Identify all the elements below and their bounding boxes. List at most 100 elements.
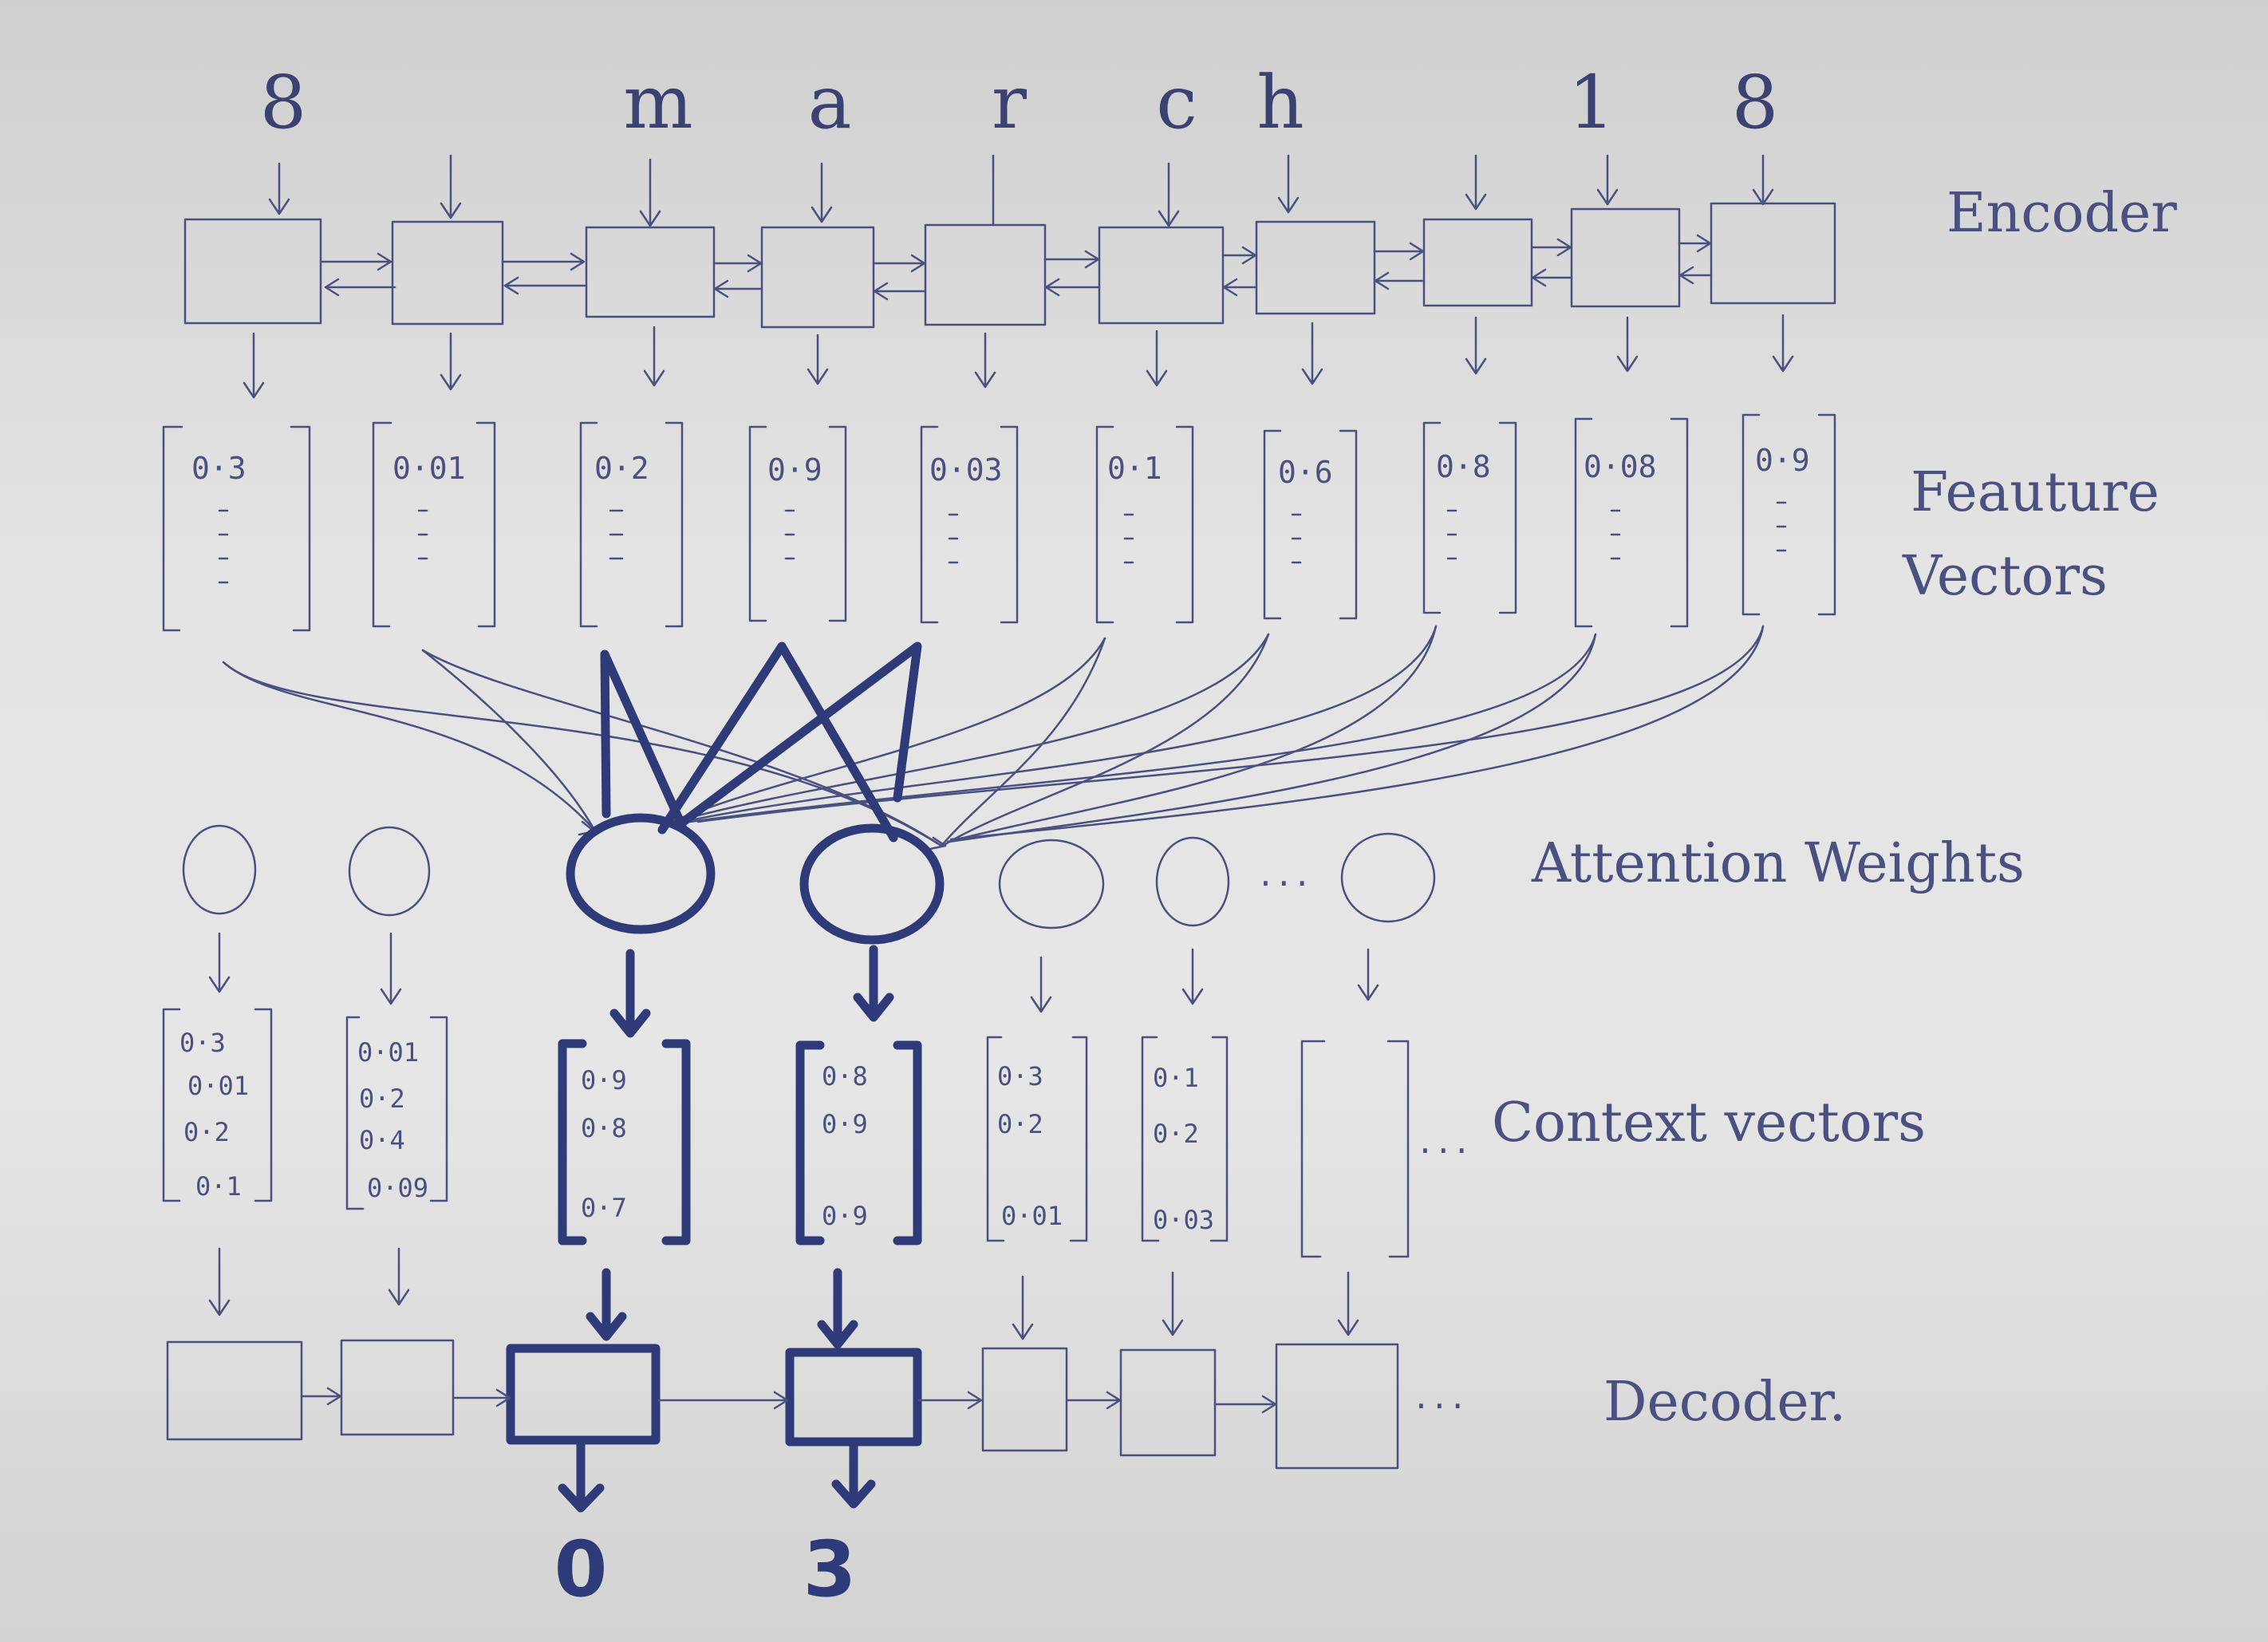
decoder-label: Decoder. (1603, 1371, 1846, 1434)
decoder-cell-bold (785, 1348, 922, 1447)
input-char: 8 (260, 60, 307, 145)
decoder-arrows (300, 1387, 1277, 1414)
decoder-cell (1275, 1343, 1399, 1470)
context-vector: 0·3 0·01 0·2 0·1 (162, 1008, 273, 1202)
encoder-cell (1255, 220, 1376, 315)
context-vector-bold: 0·9 0·8 0·7 (558, 1039, 691, 1245)
attention-weight-circle (998, 839, 1105, 930)
feature-vector: 0·03 (920, 425, 1019, 624)
attention-weight-circle (1155, 836, 1230, 927)
input-char: c (1156, 60, 1197, 145)
feature-vector: 0·9 (1741, 413, 1836, 616)
context-value: 0·9 (822, 1201, 868, 1231)
feature-vectors-label-line2: Vectors (1902, 545, 2108, 608)
context-vectors: 0·3 0·01 0·2 0·1 0·01 0·2 0·4 0·09 0·9 0… (162, 1008, 1471, 1258)
feature-value: 0·6 (1278, 455, 1333, 490)
input-char: r (992, 60, 1027, 145)
context-value: 0·2 (183, 1117, 230, 1147)
decoder-output: 0 (554, 1525, 608, 1614)
context-value: 0·4 (359, 1125, 405, 1155)
context-value: 0·2 (997, 1109, 1043, 1139)
context-vector: 0·01 0·2 0·4 0·09 (345, 1016, 448, 1210)
input-char: m (623, 60, 692, 145)
encoder-cell (1570, 207, 1681, 308)
decoder-cell (981, 1347, 1068, 1452)
context-value: 0·3 (179, 1028, 226, 1058)
feature-vector: 0·2 (579, 421, 684, 628)
context-to-decoder-arrows (208, 1247, 1359, 1349)
context-value: 0·7 (581, 1193, 627, 1223)
attention-weights: ... (182, 813, 1436, 945)
encoder-cell (924, 223, 1047, 326)
decoder-output: 3 (803, 1525, 857, 1614)
attention-weight-circle (182, 824, 257, 915)
decoder-cell-bold (506, 1344, 661, 1445)
decoder-cell (340, 1339, 455, 1436)
context-vectors-label: Context vectors (1492, 1091, 1926, 1155)
ellipsis: ... (1412, 1380, 1467, 1415)
context-value: 0·9 (822, 1109, 868, 1139)
feature-value: 0·03 (929, 452, 1003, 487)
context-value: 0·09 (367, 1173, 428, 1203)
feature-value: 0·9 (767, 452, 822, 487)
feature-value: 0·8 (1436, 449, 1491, 484)
feature-value: 0·3 (191, 451, 247, 486)
encoder-cell (1710, 202, 1836, 305)
context-value: 0·2 (1153, 1119, 1199, 1149)
attention-connections (222, 625, 1765, 851)
feature-vector: 0·1 (1095, 425, 1194, 624)
context-value: 0·01 (1001, 1201, 1063, 1231)
decoder-output-arrows (558, 1439, 876, 1513)
context-value: 0·1 (1153, 1063, 1199, 1093)
feature-value: 0·01 (392, 451, 466, 486)
feature-value: 0·9 (1755, 443, 1810, 478)
context-vector: 0·1 0·2 0·03 (1141, 1036, 1229, 1242)
encoder-cell (1422, 218, 1533, 307)
context-value: 0·8 (822, 1061, 868, 1091)
encoder-boxes (183, 202, 1836, 329)
feature-value: 0·08 (1584, 449, 1657, 484)
input-char: 1 (1568, 60, 1615, 145)
decoder-cell (1119, 1348, 1217, 1457)
context-vector-bold: 0·8 0·9 0·9 (795, 1040, 922, 1245)
feature-vector: 0·08 (1574, 417, 1689, 628)
feature-vectors: 0·3 0·01 0·2 0·9 0·03 0·1 (162, 413, 1836, 632)
context-value: 0·9 (581, 1065, 627, 1095)
ellipsis: ... (1256, 858, 1311, 893)
context-vector-empty (1300, 1040, 1410, 1258)
attention-weight-circle (1340, 832, 1436, 923)
feature-vectors-label-line1: Feauture (1911, 461, 2160, 524)
feature-vector: 0·3 (162, 425, 311, 632)
encoder-cell (1098, 226, 1225, 325)
input-arrows (268, 154, 1774, 227)
context-vector: 0·3 0·2 0·01 (986, 1036, 1088, 1242)
input-characters: 8 m a r c h 1 8 (260, 60, 1779, 145)
context-value: 0·2 (359, 1083, 405, 1114)
encoder-cell (760, 226, 875, 329)
feature-vector: 0·8 (1422, 421, 1517, 614)
attention-weight-circle-bold (566, 813, 716, 934)
input-char: a (808, 60, 852, 145)
attention-weight-circle-bold (799, 823, 945, 945)
context-value: 0·01 (187, 1071, 249, 1101)
encoder-to-feature-arrows (243, 314, 1794, 399)
decoder-cell (166, 1340, 303, 1441)
feature-value: 0·1 (1107, 451, 1162, 486)
context-value: 0·8 (581, 1113, 627, 1143)
context-value: 0·03 (1153, 1205, 1214, 1235)
input-char: 8 (1732, 60, 1779, 145)
attention-to-context-arrows (208, 932, 1379, 1038)
context-value: 0·01 (357, 1037, 419, 1068)
feature-vector: 0·6 (1263, 429, 1358, 620)
encoder-cell (391, 220, 504, 326)
context-value: 0·3 (997, 1061, 1043, 1091)
feature-value: 0·2 (594, 451, 649, 486)
encoder-cell (585, 226, 716, 318)
encoder-bidirectional-arrows (319, 234, 1713, 301)
ellipsis: ... (1416, 1125, 1471, 1160)
encoder-cell (183, 218, 322, 325)
attention-bold-lines (600, 641, 922, 843)
context-value: 0·1 (195, 1171, 242, 1202)
feature-vector: 0·9 (748, 425, 847, 622)
